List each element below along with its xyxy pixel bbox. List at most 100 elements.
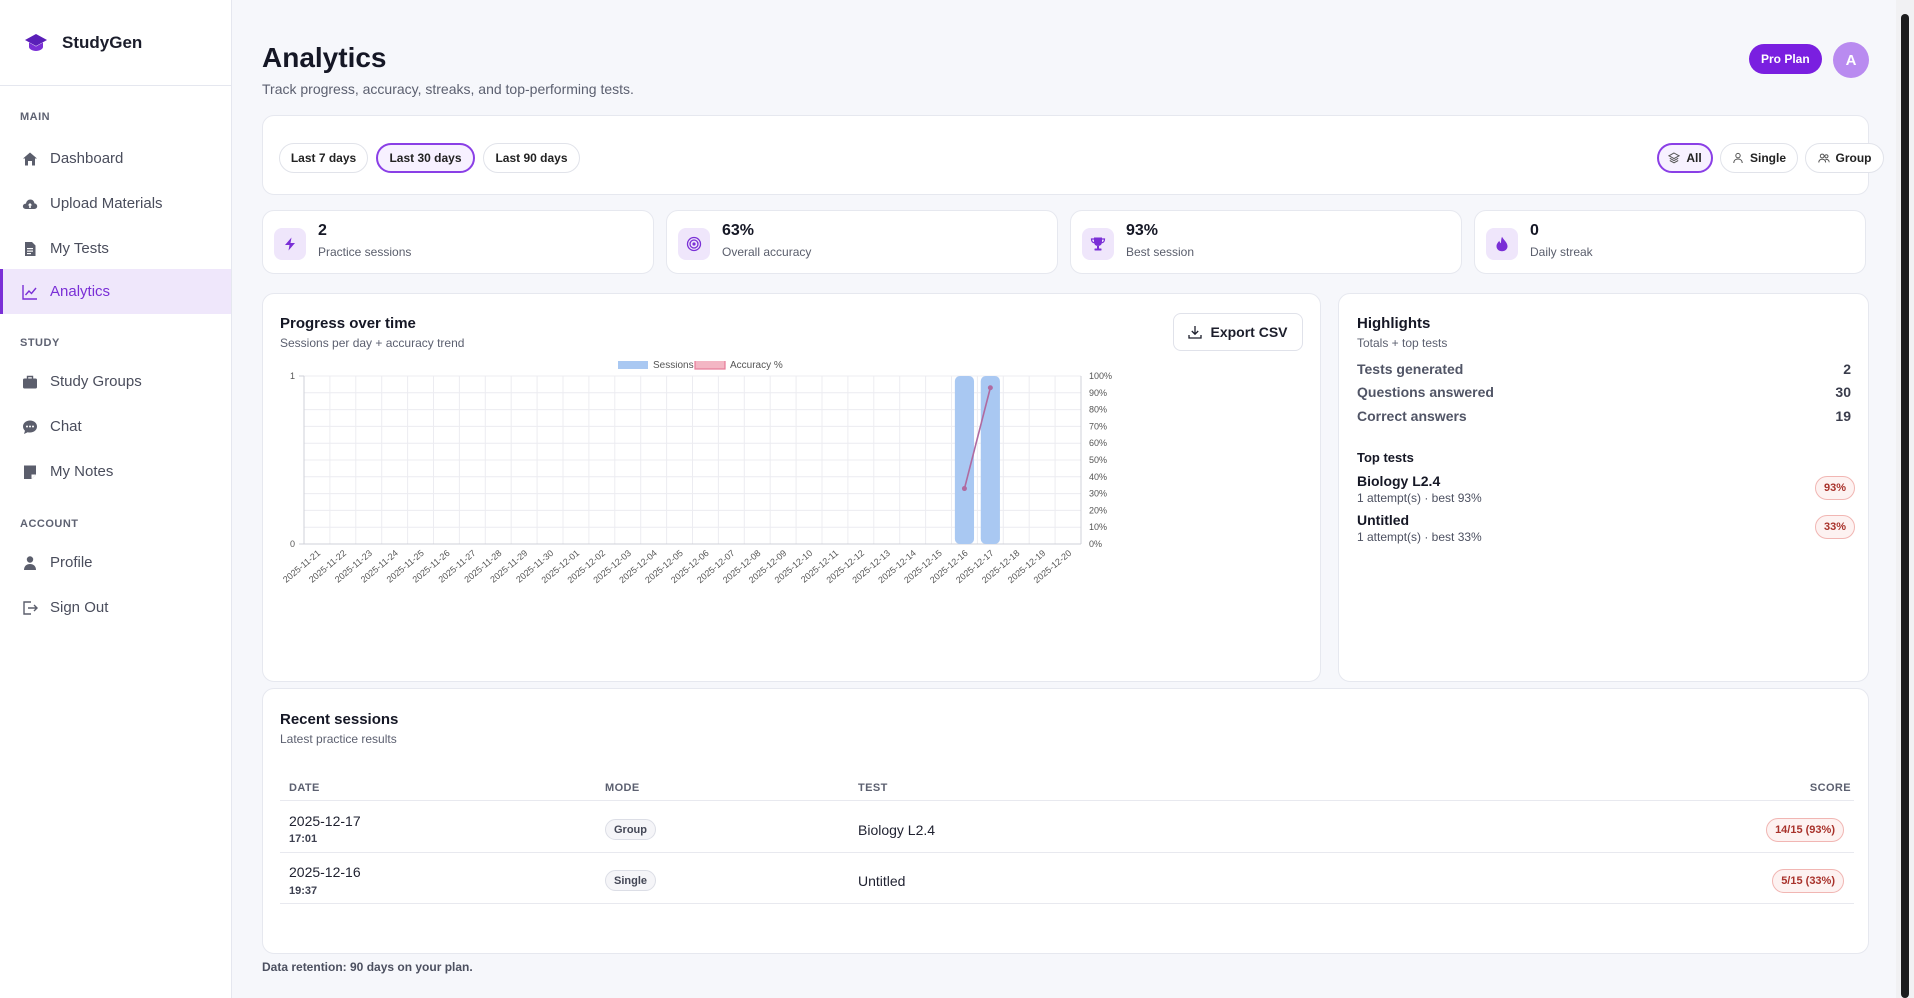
highlight-label: Questions answered (1357, 384, 1494, 400)
cloud-upload-icon (22, 196, 38, 212)
export-csv-button[interactable]: Export CSV (1173, 313, 1303, 351)
y-right-tick-label: 60% (1089, 438, 1107, 448)
top-test-name[interactable]: Biology L2.4 (1357, 473, 1441, 489)
legend-swatch-sessions (618, 361, 648, 369)
y-right-tick-label: 40% (1089, 472, 1107, 482)
sidebar-item-label: Analytics (50, 283, 111, 300)
stat-card-practice-sessions: 2 Practice sessions (262, 210, 654, 274)
row-mode-badge: Group (605, 819, 656, 840)
brand[interactable]: StudyGen (0, 0, 231, 86)
row-test: Biology L2.4 (858, 822, 936, 838)
stat-card-overall-accuracy: 63% Overall accuracy (666, 210, 1058, 274)
y-right-tick-label: 90% (1089, 388, 1107, 398)
export-csv-label: Export CSV (1210, 324, 1288, 340)
sidebar-item-label: My Notes (50, 463, 114, 480)
stat-label: Practice sessions (318, 245, 412, 259)
y-right-tick-label: 30% (1089, 489, 1107, 499)
avatar[interactable]: A (1833, 42, 1869, 78)
plan-badge[interactable]: Pro Plan (1749, 44, 1822, 74)
highlight-value: 2 (1843, 361, 1851, 377)
column-header-mode: MODE (605, 782, 640, 794)
scrollbar[interactable] (1896, 0, 1914, 998)
section-title-main: MAIN (20, 111, 51, 123)
highlight-value: 19 (1835, 408, 1851, 424)
row-time: 19:37 (289, 885, 318, 897)
stat-label: Best session (1126, 245, 1195, 259)
chart-bar-sessions (980, 376, 1000, 544)
sidebar-item-label: My Tests (50, 240, 109, 257)
highlight-label: Correct answers (1357, 408, 1467, 424)
stat-value: 93% (1126, 222, 1159, 239)
stat-value: 63% (722, 222, 755, 239)
mode-all-label: All (1686, 151, 1702, 165)
highlight-row-questions-answered: Questions answered 30 (1357, 384, 1851, 400)
stat-card-best-session: 93% Best session (1070, 210, 1462, 274)
main-content: Analytics Track progress, accuracy, stre… (233, 12, 1895, 998)
stat-value: 0 (1530, 222, 1539, 239)
download-icon (1188, 326, 1203, 339)
highlights-card: Highlights Totals + top tests Tests gene… (1338, 293, 1869, 682)
row-time: 17:01 (289, 833, 318, 845)
row-date: 2025-12-17 (289, 813, 361, 829)
sidebar-item-my-notes[interactable]: My Notes (0, 449, 231, 494)
filter-bar: Last 7 days Last 30 days Last 90 days Al… (262, 115, 1884, 195)
stat-value: 2 (318, 222, 327, 239)
sidebar-item-study-groups[interactable]: Study Groups (0, 359, 231, 404)
document-icon (22, 241, 38, 257)
mode-group-label: Group (1835, 151, 1872, 165)
mode-single-label: Single (1749, 151, 1786, 165)
sidebar-item-upload-materials[interactable]: Upload Materials (0, 181, 231, 226)
chart-bar-sessions (954, 376, 975, 544)
sidebar-item-analytics[interactable]: Analytics (0, 269, 231, 314)
range-last-7-days[interactable]: Last 7 days (279, 143, 368, 173)
highlight-label: Tests generated (1357, 361, 1464, 377)
scrollbar-thumb[interactable] (1901, 14, 1909, 998)
y-right-tick-label: 20% (1089, 505, 1107, 515)
note-icon (22, 464, 38, 480)
top-tests-title: Top tests (1357, 450, 1414, 465)
y-right-tick-label: 10% (1089, 522, 1107, 532)
recent-sessions-card: Recent sessions Latest practice results … (262, 688, 1869, 954)
y-right-tick-label: 80% (1089, 405, 1107, 415)
highlights-subtitle: Totals + top tests (1357, 336, 1448, 350)
highlight-value: 30 (1835, 384, 1851, 400)
highlights-title: Highlights (1357, 315, 1431, 332)
recent-title: Recent sessions (280, 711, 399, 728)
sidebar-item-label: Profile (50, 554, 93, 571)
top-test-score-badge: 93% (1815, 476, 1856, 500)
y-left-tick-label: 1 (290, 371, 295, 381)
chat-icon (22, 419, 38, 435)
table-divider (280, 903, 1854, 904)
sidebar-item-sign-out[interactable]: Sign Out (0, 585, 231, 630)
data-retention-note: Data retention: 90 days on your plan. (262, 960, 473, 974)
target-icon (678, 228, 710, 260)
top-test-score-badge: 33% (1815, 515, 1856, 539)
stat-card-daily-streak: 0 Daily streak (1474, 210, 1866, 274)
sidebar-item-my-tests[interactable]: My Tests (0, 226, 231, 271)
sidebar-item-profile[interactable]: Profile (0, 540, 231, 585)
home-icon (22, 151, 38, 167)
sidebar-item-chat[interactable]: Chat (0, 404, 231, 449)
top-test-name[interactable]: Untitled (1357, 512, 1410, 528)
sign-out-icon (22, 600, 38, 616)
table-divider (280, 852, 1854, 853)
chart-line-accuracy (963, 387, 992, 489)
graduation-cap-icon (25, 33, 47, 51)
top-test-meta: 1 attempt(s) · best 33% (1357, 530, 1482, 544)
sidebar-item-label: Upload Materials (50, 195, 163, 212)
mode-single-button[interactable]: Single (1720, 143, 1798, 173)
range-last-90-days[interactable]: Last 90 days (483, 143, 580, 173)
sidebar-item-label: Chat (50, 418, 82, 435)
row-test: Untitled (858, 873, 906, 889)
mode-all-button[interactable]: All (1657, 143, 1713, 173)
sidebar-item-label: Dashboard (50, 150, 124, 167)
row-score-badge: 14/15 (93%) (1766, 818, 1844, 842)
range-last-30-days[interactable]: Last 30 days (376, 143, 475, 173)
table-divider (280, 800, 1854, 801)
sidebar-item-dashboard[interactable]: Dashboard (0, 136, 231, 181)
column-header-date: DATE (289, 782, 320, 794)
section-title-account: ACCOUNT (20, 518, 79, 530)
mode-group-button[interactable]: Group (1805, 143, 1884, 173)
legend-label-accuracy: Accuracy % (730, 361, 783, 371)
highlight-row-tests-generated: Tests generated 2 (1357, 361, 1851, 377)
